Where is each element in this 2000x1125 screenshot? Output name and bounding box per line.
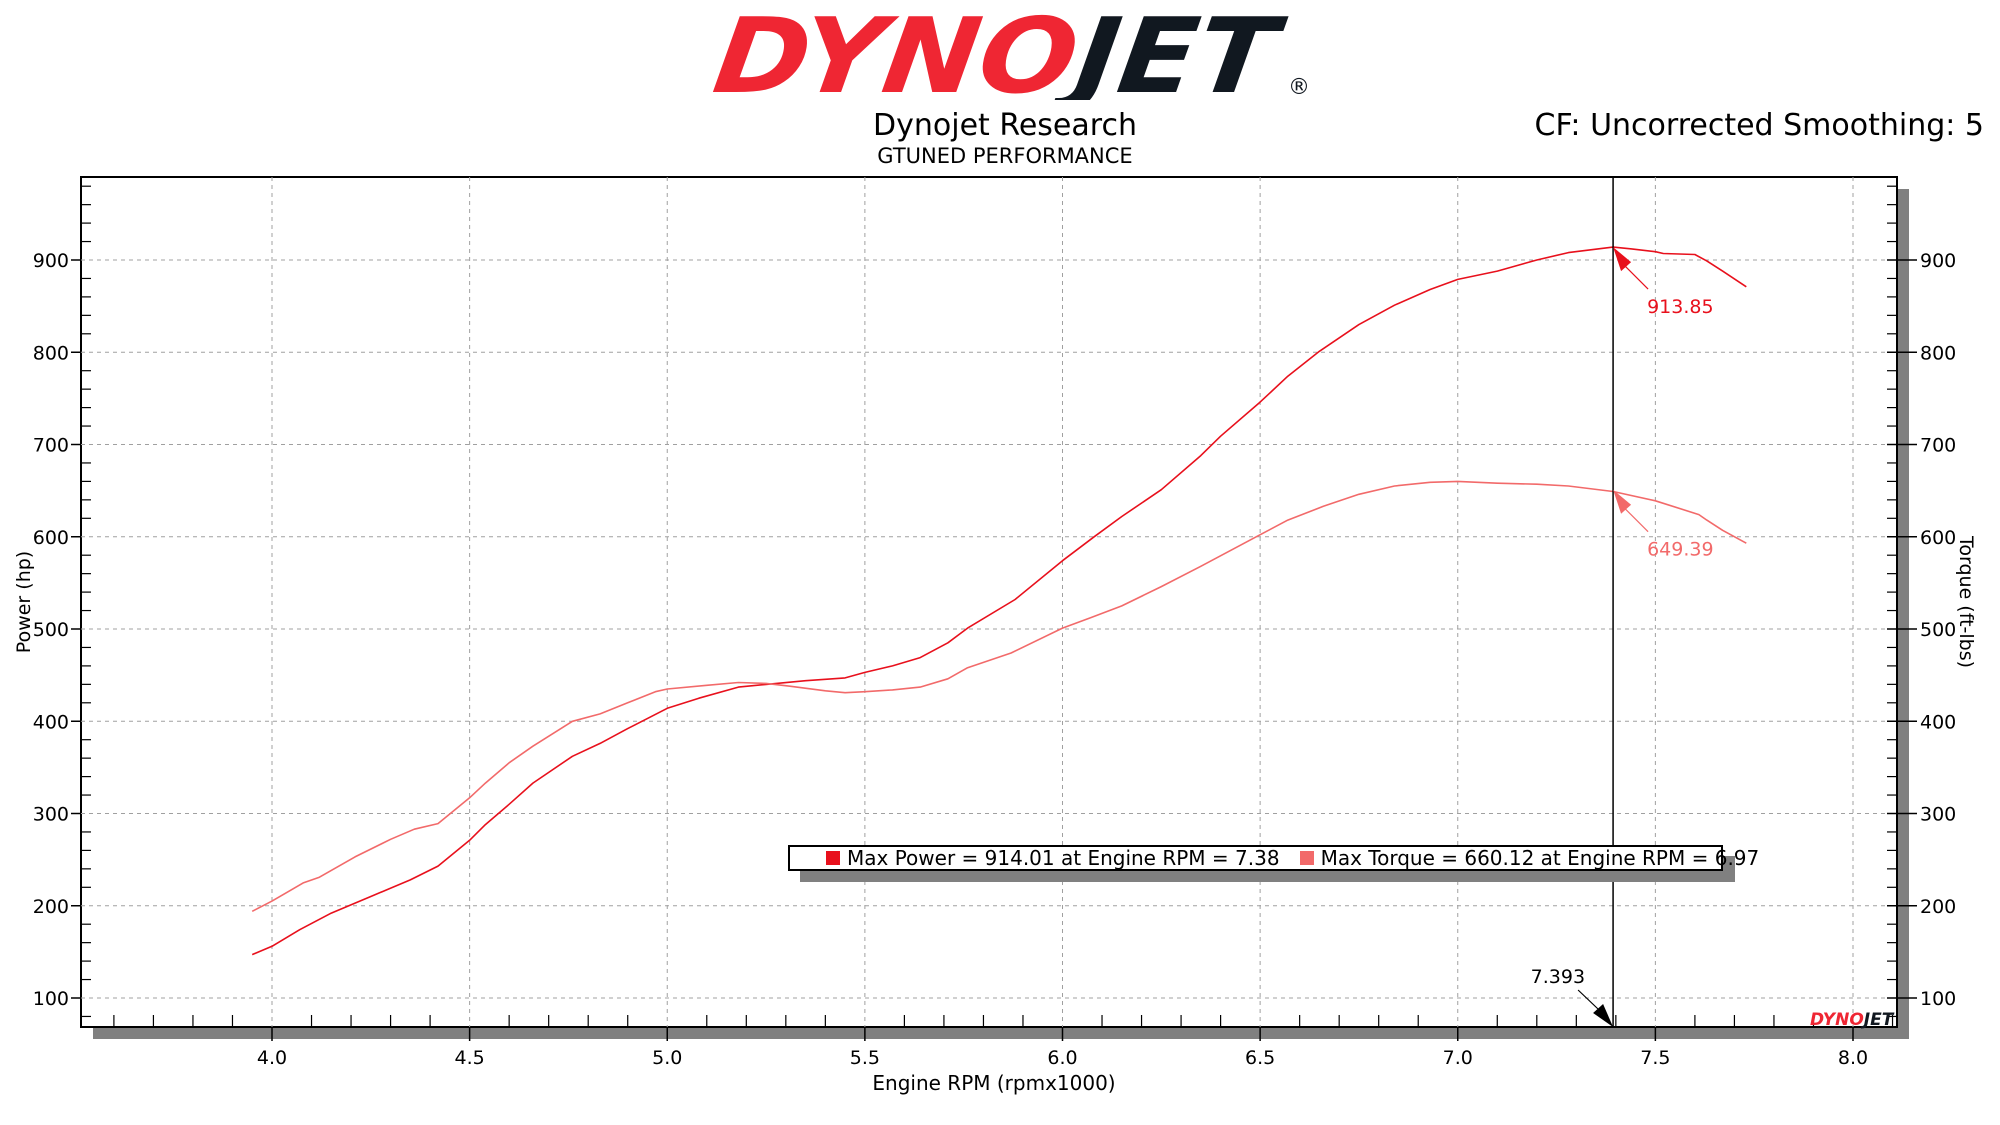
cursor-rpm-label: 7.393 <box>1531 966 1585 988</box>
y-right-tick-label: 800 <box>1920 342 1956 364</box>
y-left-tick-label: 900 <box>33 250 69 272</box>
corner-logo-black: JET <box>1861 1010 1895 1030</box>
y-right-tick-label: 600 <box>1920 527 1956 549</box>
report-subtitle: GTUNED PERFORMANCE <box>877 144 1133 168</box>
cursor-torque-arrow-icon <box>1613 489 1632 514</box>
y-axis-title-left: Power (hp) <box>13 551 35 653</box>
y-right-tick-label: 100 <box>1920 988 1956 1010</box>
svg-text:DYNOJET: DYNOJET <box>708 10 1292 100</box>
logo-registered-mark: ® <box>1288 75 1308 100</box>
x-tick-label: 8.0 <box>1838 1047 1868 1069</box>
corner-logo: DYNOJET <box>1810 1010 1895 1030</box>
cursor-power-leader <box>1623 264 1649 290</box>
y-axis-title-right: Torque (ft-lbs) <box>1955 535 1977 668</box>
y-right-tick-label: 500 <box>1920 619 1956 641</box>
rpm-cursor[interactable]: 913.85 649.39 7.393 <box>1531 177 1714 1027</box>
legend-item-power[interactable]: Max Power = 914.01 at Engine RPM = 7.38 <box>826 846 1280 870</box>
y-right-tick-label: 200 <box>1920 896 1956 918</box>
cursor-power-arrow-icon <box>1613 247 1632 272</box>
y-left-tick-label: 600 <box>33 527 69 549</box>
x-tick-label: 7.5 <box>1640 1047 1670 1069</box>
y-left-tick-label: 300 <box>33 804 69 826</box>
plot-shadow-bottom <box>93 1027 1909 1039</box>
y-left-tick-label: 100 <box>33 988 69 1010</box>
correction-factor-info: CF: Uncorrected Smoothing: 5 <box>1534 108 1984 143</box>
dynojet-logo: DYNO JET ® <box>708 10 1308 100</box>
legend-torque-label: Max Torque = 660.12 at Engine RPM = 6.97 <box>1320 846 1760 870</box>
report-title: Dynojet Research <box>873 108 1137 143</box>
x-tick-label: 4.5 <box>455 1047 485 1069</box>
x-tick-label: 5.0 <box>652 1047 682 1069</box>
svg-text:DYNOJET: DYNOJET <box>1810 1010 1895 1030</box>
legend-item-torque[interactable]: Max Torque = 660.12 at Engine RPM = 6.97 <box>1299 846 1760 870</box>
x-axis-title: Engine RPM (rpmx1000) <box>872 1071 1115 1095</box>
y-left-tick-label: 800 <box>33 342 69 364</box>
x-tick-label: 7.0 <box>1443 1047 1473 1069</box>
axis-ticks: 4.0 4.5 5.0 5.5 6.0 6.5 7.0 7.5 8.0 100 100 200 200 3… <box>33 185 1956 1069</box>
torque-curve <box>251 480 1747 913</box>
plot-area <box>80 176 1898 1028</box>
y-left-tick-label: 700 <box>33 435 69 457</box>
logo-text-dyno: DYNO <box>708 10 1086 100</box>
corner-logo-red: DYNO <box>1810 1010 1864 1030</box>
cursor-power-value-label: 913.85 <box>1647 296 1713 318</box>
y-right-tick-label: 900 <box>1920 250 1956 272</box>
y-right-tick-label: 400 <box>1920 711 1956 733</box>
cursor-rpm-leader <box>1577 989 1600 1011</box>
y-left-tick-label: 400 <box>33 711 69 733</box>
power-curve <box>251 246 1747 956</box>
torque-swatch-icon <box>1299 851 1314 865</box>
plot-shadow-right <box>1897 189 1909 1039</box>
power-swatch-icon <box>826 851 840 865</box>
x-tick-label: 4.0 <box>257 1047 287 1069</box>
x-tick-label: 5.5 <box>850 1047 880 1069</box>
x-tick-label: 6.5 <box>1245 1047 1275 1069</box>
grid-lines <box>81 177 1897 1027</box>
chart-legend: Max Power = 914.01 at Engine RPM = 7.38 … <box>788 845 1759 871</box>
y-left-tick-label: 500 <box>33 619 69 641</box>
y-left-tick-label: 200 <box>33 896 69 918</box>
logo-text-jet: JET <box>1049 10 1293 100</box>
x-tick-label: 6.0 <box>1047 1047 1077 1069</box>
y-right-tick-label: 700 <box>1920 435 1956 457</box>
data-curves <box>251 246 1747 956</box>
cursor-torque-value-label: 649.39 <box>1647 539 1713 561</box>
legend-power-label: Max Power = 914.01 at Engine RPM = 7.38 <box>847 846 1280 870</box>
y-right-tick-label: 300 <box>1920 804 1956 826</box>
cursor-torque-leader <box>1623 507 1649 533</box>
